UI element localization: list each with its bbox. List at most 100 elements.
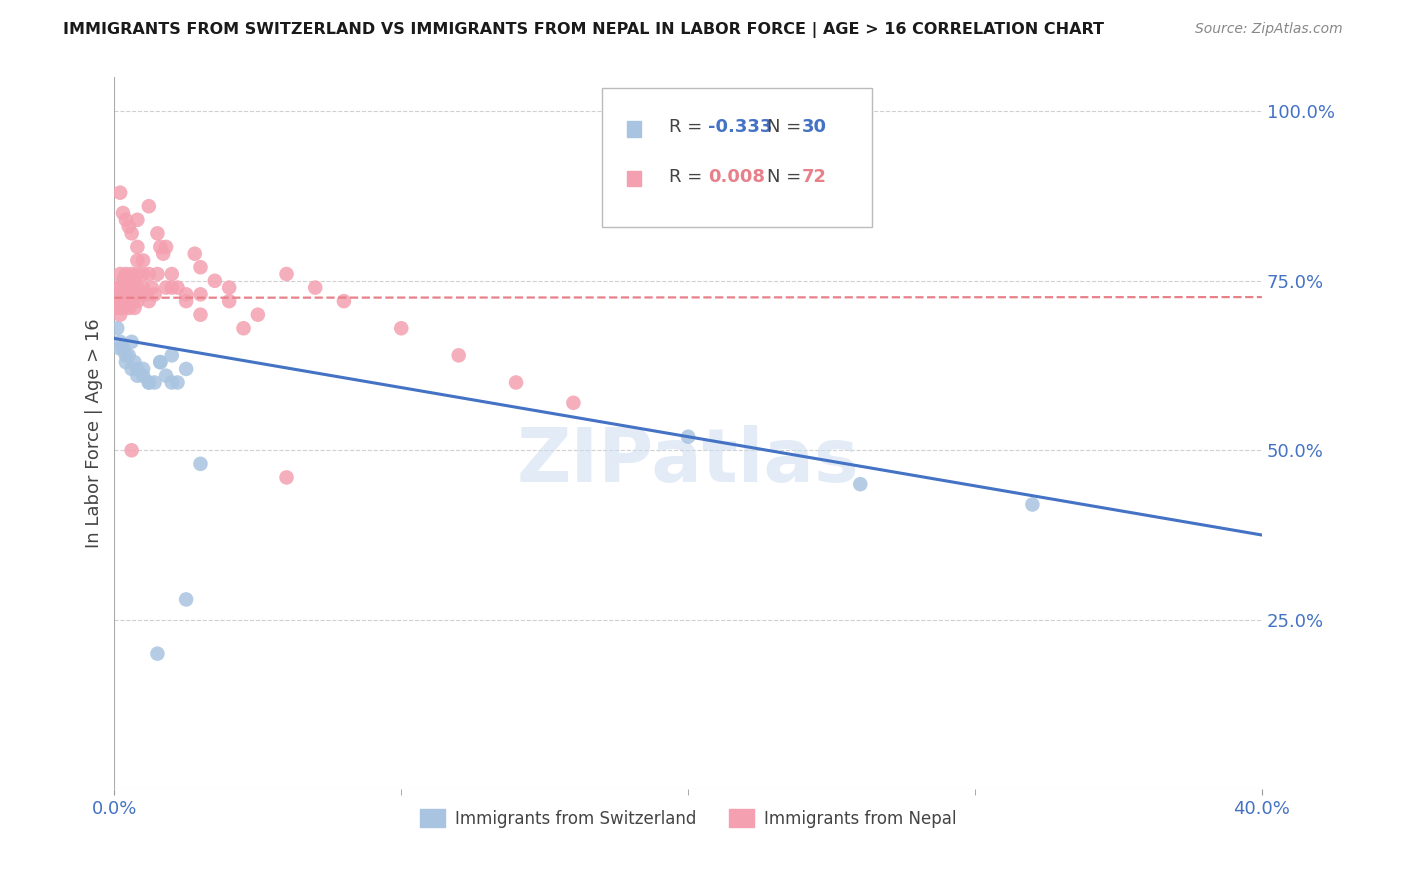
Point [121,267,143,281]
Point [160,267,183,281]
Point [115,348,138,362]
Text: -0.333: -0.333 [707,119,772,136]
Point [127,240,149,254]
Point [132,253,155,268]
Point [132,267,155,281]
Point [155,280,177,294]
Point [204,274,226,288]
Point [115,267,138,281]
Point [218,294,240,309]
Point [138,267,160,281]
Point [132,280,155,294]
Text: IMMIGRANTS FROM SWITZERLAND VS IMMIGRANTS FROM NEPAL IN LABOR FORCE | AGE > 16 C: IMMIGRANTS FROM SWITZERLAND VS IMMIGRANT… [63,22,1104,38]
Point [174,294,197,309]
Point [127,362,149,376]
Point [149,355,172,369]
Text: ZIPatlas: ZIPatlas [517,425,859,499]
Point [562,396,585,410]
Point [218,280,240,294]
Point [105,294,128,309]
Point [111,287,134,301]
Point [184,246,207,260]
Point [389,321,412,335]
Point [190,457,212,471]
Point [149,240,172,254]
Point [155,368,177,383]
Point [232,321,254,335]
Point [111,206,134,220]
Point [849,477,872,491]
Point [276,267,298,281]
Legend: Immigrants from Switzerland, Immigrants from Nepal: Immigrants from Switzerland, Immigrants … [413,803,963,834]
Point [121,334,143,349]
Point [138,376,160,390]
Point [143,287,166,301]
Point [108,280,131,294]
Point [111,342,134,356]
Point [108,334,131,349]
Point [146,227,169,241]
Point [124,355,146,369]
Point [149,355,172,369]
Point [118,287,141,301]
Point [127,212,149,227]
Point [115,355,138,369]
Point [174,592,197,607]
Point [118,348,141,362]
Text: Source: ZipAtlas.com: Source: ZipAtlas.com [1195,22,1343,37]
Point [190,260,212,275]
Point [276,470,298,484]
Point [146,647,169,661]
Point [111,301,134,315]
Bar [627,171,641,186]
Text: R =: R = [669,168,707,186]
Point [108,308,131,322]
Point [166,280,188,294]
Text: 30: 30 [801,119,827,136]
Text: R =: R = [669,119,707,136]
Point [174,287,197,301]
Point [108,186,131,200]
Point [127,253,149,268]
Point [121,443,143,458]
Point [108,342,131,356]
Point [108,267,131,281]
Point [166,376,188,390]
Point [160,376,183,390]
Point [118,274,141,288]
Point [246,308,269,322]
Text: 0.008: 0.008 [707,168,765,186]
Point [304,280,326,294]
Point [152,246,174,260]
Point [118,219,141,234]
Point [135,287,157,301]
Point [121,227,143,241]
Point [115,294,138,309]
Point [505,376,527,390]
Point [160,348,183,362]
Point [132,368,155,383]
Point [115,212,138,227]
Point [160,280,183,294]
Text: N =: N = [768,168,807,186]
Point [105,280,128,294]
Point [118,301,141,315]
Point [447,348,470,362]
Point [138,294,160,309]
Point [105,321,128,335]
Point [115,280,138,294]
Point [138,376,160,390]
Point [127,368,149,383]
Point [190,308,212,322]
Point [127,294,149,309]
Text: 72: 72 [801,168,827,186]
Text: N =: N = [768,119,807,136]
Point [333,294,356,309]
Bar [627,121,641,136]
Point [121,280,143,294]
Point [121,362,143,376]
Point [155,240,177,254]
Point [138,199,160,213]
Point [127,267,149,281]
Point [146,267,169,281]
